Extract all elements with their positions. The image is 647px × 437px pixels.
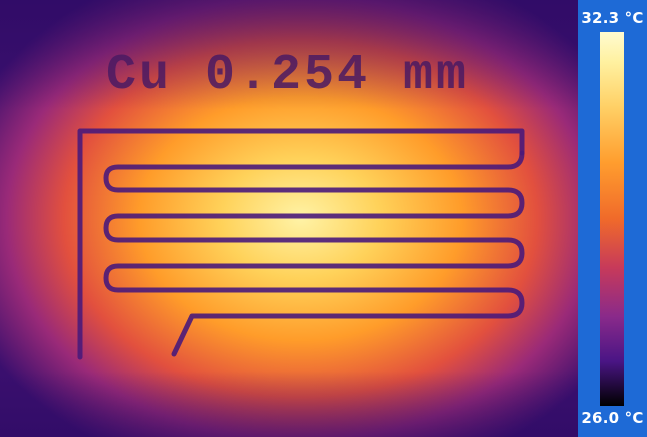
scale-min-label: 26.0 °C: [581, 409, 644, 427]
trace-meander: [103, 150, 525, 357]
serpentine-trace: [77, 128, 525, 360]
thermal-image: Cu 0.254 mm: [0, 0, 578, 437]
sample-label: Cu 0.254 mm: [106, 47, 469, 104]
trace-outer-frame: [77, 128, 525, 360]
thermal-scene: Cu 0.254 mm: [0, 0, 578, 437]
scale-max-label: 32.3 °C: [581, 9, 644, 27]
colorbar-panel: 32.3 °C 26.0 °C: [578, 0, 647, 437]
colorbar-gradient: [600, 32, 624, 406]
